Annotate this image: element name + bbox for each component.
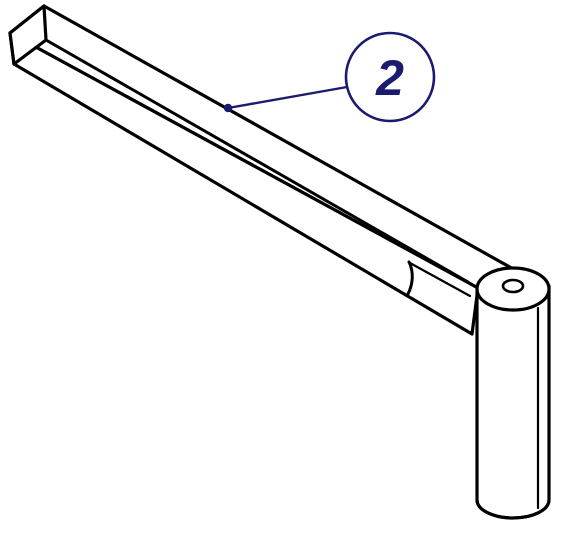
balloon-circle — [344, 31, 436, 123]
balloon-leader-dot — [223, 103, 233, 113]
handle-bar-cut-line — [408, 261, 472, 298]
pivot-cylinder-top — [475, 266, 551, 312]
pivot-bore-hole — [501, 278, 525, 294]
balloon-part-number: 2 — [375, 50, 404, 106]
handle-bar-cut-edge — [406, 260, 414, 296]
pivot-cylinder — [475, 266, 551, 520]
pivot-cylinder-bottom-edge — [475, 498, 551, 520]
part-balloon: 2 — [223, 31, 436, 123]
handle-bar — [8, 4, 517, 336]
balloon-leader-line — [226, 85, 349, 110]
handle-bar-ridge-edge — [44, 38, 470, 284]
handle-bar-top-face — [8, 4, 517, 290]
